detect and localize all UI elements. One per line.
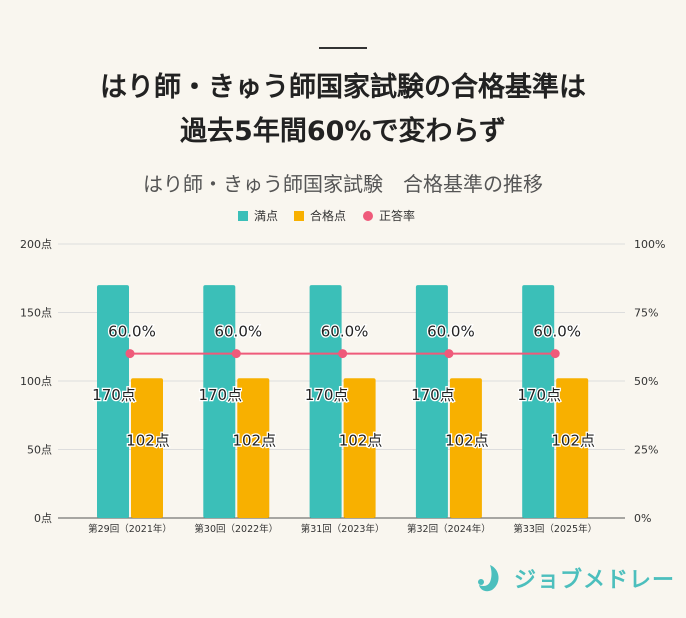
logo: ジョブメドレー: [476, 562, 675, 594]
legend-marker: [363, 211, 373, 221]
divider: [319, 47, 367, 49]
data-label-full: 170点: [411, 386, 455, 404]
y-left-tick-label: 50点: [27, 444, 52, 457]
data-label-pass: 102点: [126, 431, 170, 449]
legend-label: 合格点: [310, 208, 346, 223]
legend-swatch: [294, 211, 304, 221]
data-label-rate: 60.0%: [427, 323, 475, 341]
line-point: [338, 349, 348, 359]
y-right-tick-label: 75%: [634, 307, 658, 320]
line-point: [125, 349, 135, 359]
bar-合格点: [131, 378, 163, 518]
data-label-full: 170点: [305, 386, 349, 404]
legend-swatch: [238, 211, 248, 221]
y-right-tick-label: 100%: [634, 238, 665, 251]
y-left-tick-label: 200点: [20, 238, 52, 251]
data-label-full: 170点: [517, 386, 561, 404]
data-label-pass: 102点: [339, 431, 383, 449]
x-tick-label: 第33回（2025年）: [513, 523, 597, 535]
bar-満点: [522, 285, 555, 518]
line-point: [550, 349, 560, 359]
data-label-pass: 102点: [551, 431, 595, 449]
bar-満点: [97, 285, 129, 518]
legend-label: 満点: [254, 209, 278, 223]
y-left-tick-label: 100点: [20, 375, 52, 388]
line-point: [444, 349, 454, 359]
y-right-tick-label: 50%: [634, 375, 658, 388]
line-point: [231, 349, 241, 359]
bar-満点: [203, 285, 236, 518]
data-label-full: 170点: [198, 386, 242, 404]
x-tick-label: 第30回（2022年）: [194, 523, 278, 535]
y-right-tick-label: 0%: [634, 512, 651, 525]
y-left-tick-label: 0点: [34, 512, 52, 525]
headline-line-2: 過去5年間60%で変わらず: [180, 116, 506, 147]
data-label-rate: 60.0%: [321, 323, 369, 341]
data-label-pass: 102点: [232, 431, 276, 449]
y-right-tick-label: 25%: [634, 444, 658, 457]
bar-合格点: [556, 378, 589, 518]
y-left-tick-label: 150点: [20, 307, 52, 320]
logo-mark-icon: [478, 565, 499, 592]
bar-満点: [309, 285, 342, 518]
headline-line-1: はり師・きゅう師国家試験の合格基準は: [100, 72, 586, 103]
data-label-rate: 60.0%: [533, 323, 581, 341]
data-label-full: 170点: [92, 386, 136, 404]
bar-合格点: [343, 378, 376, 518]
bar-合格点: [449, 378, 482, 518]
bar-満点: [415, 285, 448, 518]
x-tick-label: 第31回（2023年）: [301, 523, 385, 535]
logo-text: ジョブメドレー: [514, 568, 676, 593]
data-label-rate: 60.0%: [108, 323, 156, 341]
legend-label: 正答率: [379, 208, 415, 223]
data-label-rate: 60.0%: [214, 323, 262, 341]
data-label-pass: 102点: [445, 431, 489, 449]
x-tick-label: 第29回（2021年）: [88, 523, 172, 535]
x-tick-label: 第32回（2024年）: [407, 523, 491, 535]
chart-title: はり師・きゅう師国家試験 合格基準の推移: [143, 172, 543, 196]
bar-合格点: [237, 378, 270, 518]
